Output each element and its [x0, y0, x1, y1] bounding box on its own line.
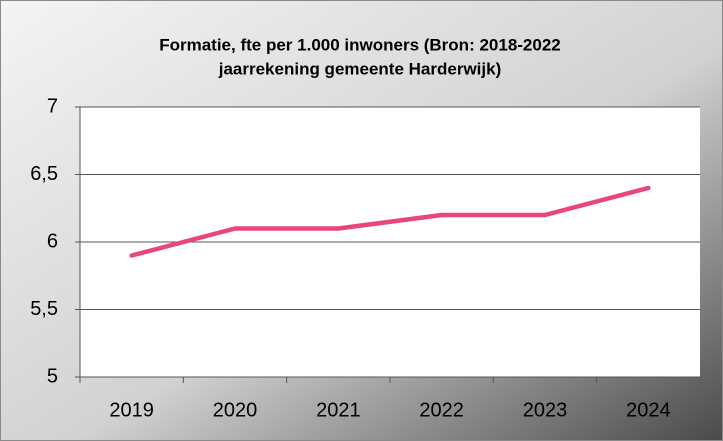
data-line: [129, 185, 651, 258]
y-tick-label: 6,5: [30, 163, 58, 185]
y-tick-label: 5,5: [30, 298, 58, 320]
x-tick-label: 2023: [523, 399, 568, 421]
chart-title: jaarrekening gemeente Harderwijk): [218, 59, 502, 78]
x-tick-label: 2022: [419, 399, 464, 421]
x-tick-label: 2021: [316, 399, 361, 421]
y-tick-label: 5: [47, 365, 58, 387]
y-tick-label: 6: [47, 230, 58, 252]
x-tick-label: 2019: [109, 399, 154, 421]
x-tick-label: 2020: [213, 399, 258, 421]
x-tick-label: 2024: [626, 399, 671, 421]
chart-title: Formatie, fte per 1.000 inwoners (Bron: …: [159, 35, 561, 54]
y-tick-label: 7: [47, 95, 58, 117]
